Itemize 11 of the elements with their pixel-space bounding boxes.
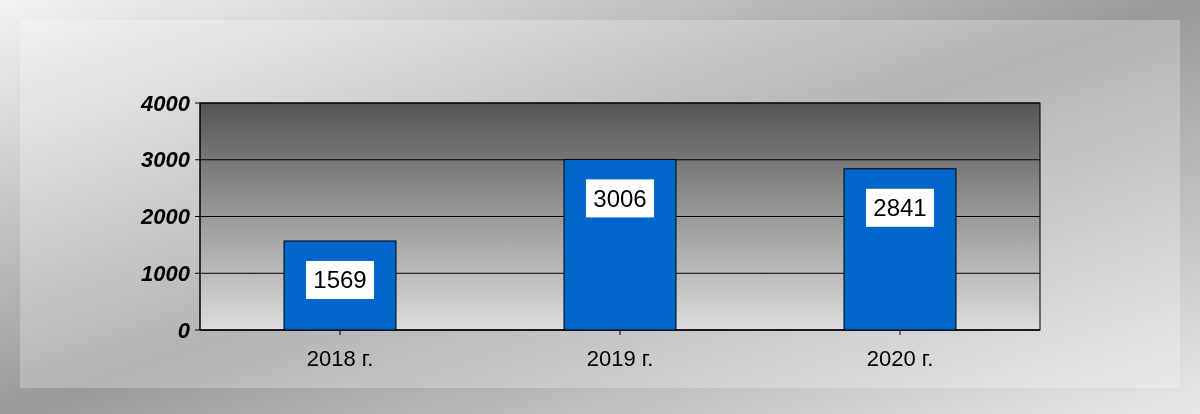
x-tick-label: 2018 г. (306, 346, 374, 371)
y-tick-label: 0 (177, 317, 191, 343)
y-tick-label: 2000 (140, 204, 191, 230)
data-label: 1569 (313, 266, 367, 294)
data-label: 2841 (873, 194, 927, 222)
y-tick-label: 4000 (140, 90, 191, 116)
y-tick-label: 3000 (141, 147, 191, 173)
x-tick-label: 2019 г. (586, 346, 654, 371)
y-tick-label: 1000 (141, 260, 191, 286)
data-label: 3006 (593, 184, 647, 212)
x-tick-label: 2020 г. (866, 346, 934, 371)
